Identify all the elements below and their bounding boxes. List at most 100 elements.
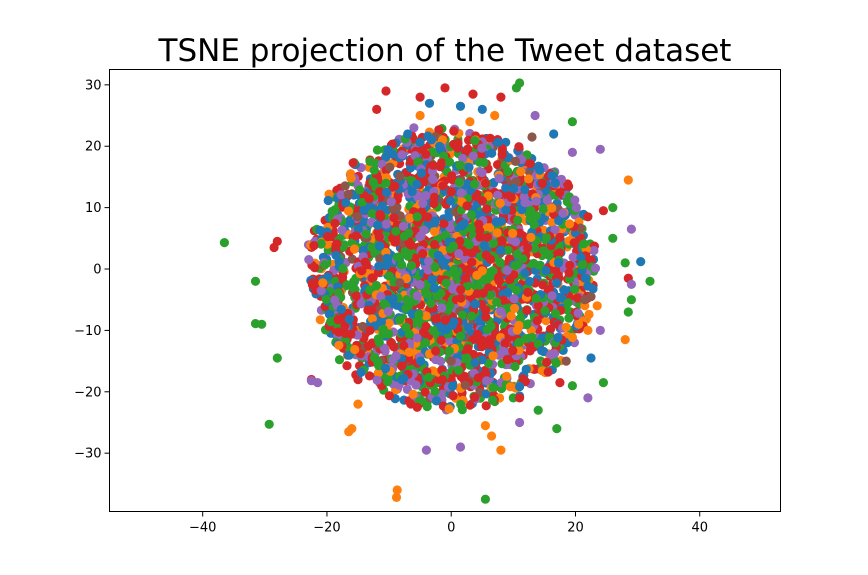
scatter-point: [554, 248, 565, 258]
scatter-point: [407, 187, 417, 197]
scatter-point: [404, 329, 414, 339]
scatter-point: [431, 355, 441, 365]
scatter-point: [352, 212, 362, 222]
scatter-point: [269, 242, 279, 253]
scatter-point: [436, 323, 446, 333]
scatter-point: [360, 257, 370, 267]
y-tick-label: −10: [74, 324, 101, 339]
scatter-point: [485, 290, 495, 300]
scatter-point: [481, 401, 491, 411]
scatter-point: [375, 187, 385, 197]
scatter-point: [502, 265, 512, 275]
scatter-point: [406, 261, 416, 271]
scatter-point: [495, 198, 505, 208]
scatter-point: [580, 273, 591, 283]
scatter-point: [341, 198, 351, 208]
scatter-point: [515, 417, 525, 428]
scatter-point: [388, 149, 398, 159]
scatter-point: [490, 110, 500, 121]
scatter-point: [348, 158, 358, 168]
scatter-point: [391, 351, 401, 361]
scatter-point: [434, 125, 444, 135]
scatter-point: [333, 315, 343, 325]
scatter-point: [503, 245, 513, 255]
scatter-point: [586, 353, 596, 363]
scatter-point: [421, 311, 431, 321]
scatter-point: [473, 373, 483, 383]
scatter-point: [567, 117, 578, 127]
scatter-point: [414, 310, 424, 320]
scatter-point: [530, 243, 540, 254]
scatter-point: [574, 319, 584, 329]
scatter-point: [406, 163, 416, 173]
scatter-point: [390, 237, 400, 247]
chart-title: TSNE projection of the Tweet dataset: [158, 33, 732, 69]
scatter-point: [553, 333, 563, 343]
scatter-point: [361, 229, 371, 239]
scatter-point: [541, 316, 551, 326]
series-5: [527, 132, 596, 366]
scatter-point: [481, 312, 491, 322]
scatter-point: [219, 238, 229, 248]
scatter-point: [465, 400, 475, 410]
scatter-point: [332, 239, 342, 249]
scatter-point: [551, 358, 561, 368]
scatter-point: [540, 306, 550, 316]
x-tick-label: −40: [189, 521, 216, 536]
scatter-point: [508, 346, 518, 356]
scatter-point: [464, 162, 474, 172]
scatter-point: [409, 123, 419, 133]
scatter-point: [480, 421, 490, 431]
scatter-point: [406, 240, 416, 250]
scatter-point: [424, 256, 434, 266]
scatter-point: [529, 258, 539, 268]
scatter-point: [586, 292, 596, 302]
scatter-point: [373, 368, 383, 378]
scatter-point: [444, 346, 454, 356]
scatter-point: [368, 177, 378, 187]
scatter-point: [463, 344, 473, 354]
scatter-point: [496, 445, 506, 455]
scatter-point: [418, 144, 428, 155]
scatter-point: [376, 291, 386, 302]
scatter-point: [324, 309, 334, 319]
scatter-point: [430, 262, 440, 272]
scatter-point: [463, 322, 474, 332]
scatter-point: [395, 278, 405, 288]
y-tick-label: 30: [85, 78, 102, 93]
scatter-point: [598, 378, 609, 388]
scatter-point: [424, 372, 434, 383]
scatter-point: [365, 325, 375, 335]
scatter-point: [497, 236, 507, 246]
scatter-point: [390, 181, 400, 191]
scatter-point: [550, 308, 561, 318]
scatter-point: [496, 216, 506, 226]
scatter-point: [470, 136, 480, 146]
scatter-point: [437, 389, 448, 399]
scatter-point: [430, 227, 440, 237]
scatter-point: [315, 315, 325, 325]
scatter-point: [482, 204, 492, 214]
scatter-point: [373, 334, 383, 344]
scatter-point: [381, 86, 391, 96]
scatter-point: [554, 216, 564, 226]
scatter-point: [376, 212, 386, 222]
scatter-point: [421, 445, 431, 455]
scatter-point: [516, 167, 526, 177]
scatter-point: [397, 375, 407, 385]
scatter-point: [462, 353, 472, 363]
scatter-point: [448, 391, 458, 401]
scatter-point: [598, 206, 609, 216]
scatter-point: [485, 335, 495, 345]
scatter-point: [389, 213, 399, 223]
scatter-point: [316, 238, 326, 249]
scatter-point: [465, 117, 475, 127]
scatter-point: [320, 260, 330, 270]
scatter-point: [533, 301, 543, 311]
scatter-point: [469, 179, 480, 189]
scatter-point: [547, 203, 557, 213]
scatter-point: [447, 381, 458, 391]
scatter-point: [427, 274, 437, 285]
scatter-point: [552, 424, 562, 434]
scatter-point: [510, 237, 521, 247]
